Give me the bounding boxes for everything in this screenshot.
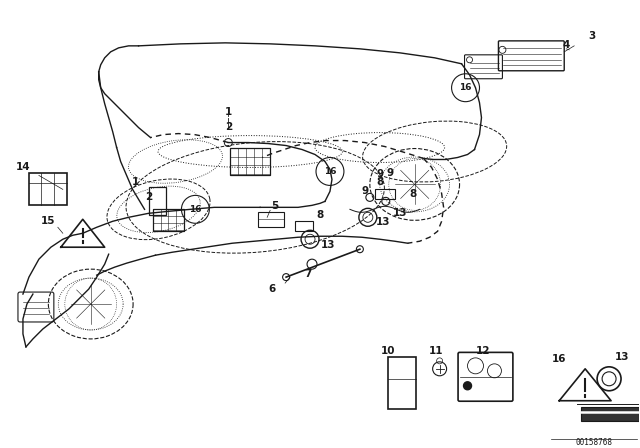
- Text: 1: 1: [225, 107, 232, 116]
- Text: 2: 2: [225, 121, 232, 132]
- Text: 13: 13: [321, 240, 335, 250]
- Text: 2: 2: [145, 192, 152, 202]
- Text: 9: 9: [376, 169, 383, 180]
- Text: 13: 13: [392, 208, 407, 218]
- Text: 16: 16: [552, 354, 566, 364]
- Text: 12: 12: [476, 346, 491, 356]
- Text: 16: 16: [460, 83, 472, 92]
- Text: 1: 1: [132, 177, 140, 187]
- Text: 14: 14: [15, 163, 30, 172]
- Text: 8: 8: [409, 190, 417, 199]
- Text: 9: 9: [386, 168, 394, 178]
- FancyBboxPatch shape: [581, 407, 639, 421]
- Text: 11: 11: [428, 346, 443, 356]
- Text: 7: 7: [305, 269, 312, 279]
- Text: 3: 3: [589, 31, 596, 41]
- Text: 8: 8: [376, 177, 383, 187]
- Text: 13: 13: [615, 352, 629, 362]
- Text: 13: 13: [376, 217, 390, 227]
- Text: 00158768: 00158768: [575, 438, 612, 447]
- Text: 4: 4: [563, 40, 570, 50]
- Circle shape: [463, 382, 472, 390]
- Text: 9: 9: [362, 186, 369, 196]
- Text: 16: 16: [189, 205, 202, 214]
- Text: 5: 5: [271, 201, 279, 211]
- Text: 8: 8: [316, 210, 324, 220]
- Text: 15: 15: [40, 216, 55, 226]
- Text: 6: 6: [269, 284, 276, 294]
- Text: 16: 16: [324, 167, 336, 176]
- Text: 10: 10: [381, 346, 395, 356]
